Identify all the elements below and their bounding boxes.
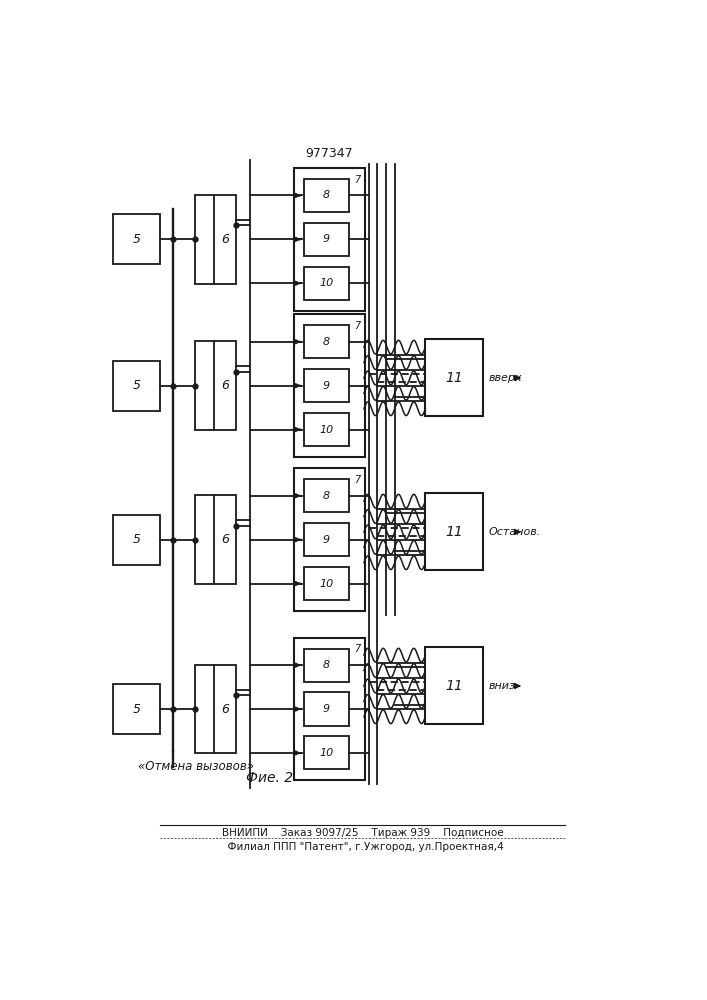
Bar [304, 223, 349, 256]
Bar [304, 567, 349, 600]
Bar [113, 684, 160, 734]
Text: вверх: вверх [489, 373, 522, 383]
Bar [113, 361, 160, 411]
Bar [304, 267, 349, 300]
Text: ВНИИПИ    Заказ 9097/25    Тираж 939    Подписное: ВНИИПИ Заказ 9097/25 Тираж 939 Подписное [221, 828, 503, 838]
Text: 10: 10 [319, 579, 333, 589]
Text: 6: 6 [221, 533, 229, 546]
Text: 8: 8 [322, 660, 329, 670]
Bar [294, 314, 365, 457]
Text: 977347: 977347 [305, 147, 354, 160]
Bar [304, 479, 349, 512]
Bar [426, 647, 483, 724]
Bar [304, 523, 349, 556]
Text: 5: 5 [132, 533, 140, 546]
Text: 7: 7 [354, 644, 360, 654]
Text: 8: 8 [322, 337, 329, 347]
Text: 5: 5 [132, 703, 140, 716]
Text: Филиал ППП "Патент", г.Ужгород, ул.Проектная,4: Филиал ППП "Патент", г.Ужгород, ул.Проек… [221, 842, 503, 852]
Bar [294, 468, 365, 611]
Text: 9: 9 [322, 234, 329, 244]
Text: 8: 8 [322, 491, 329, 501]
Text: 9: 9 [322, 535, 329, 545]
Text: Фие. 2: Фие. 2 [245, 771, 293, 785]
Text: 11: 11 [445, 525, 463, 539]
Bar [426, 339, 483, 416]
Bar [195, 665, 236, 753]
Bar [426, 493, 483, 570]
Text: 10: 10 [319, 278, 333, 288]
Text: 5: 5 [132, 379, 140, 392]
Text: 6: 6 [221, 233, 229, 246]
Text: 10: 10 [319, 425, 333, 435]
Text: 5: 5 [132, 233, 140, 246]
Text: 6: 6 [221, 379, 229, 392]
Bar [113, 214, 160, 264]
Text: 7: 7 [354, 175, 360, 185]
Bar [195, 195, 236, 284]
Text: 11: 11 [445, 371, 463, 385]
Bar [304, 369, 349, 402]
Bar [304, 649, 349, 682]
Bar [294, 638, 365, 780]
Text: 6: 6 [221, 703, 229, 716]
Bar [195, 495, 236, 584]
Text: 7: 7 [354, 321, 360, 331]
Bar [304, 179, 349, 212]
Text: 11: 11 [445, 679, 463, 693]
Text: 9: 9 [322, 704, 329, 714]
Bar [304, 325, 349, 358]
Bar [304, 413, 349, 446]
Text: вниз: вниз [489, 681, 515, 691]
Bar [304, 692, 349, 726]
Bar [195, 341, 236, 430]
Text: «Отмена вызовов»: «Отмена вызовов» [138, 760, 254, 773]
Text: 7: 7 [354, 475, 360, 485]
Bar [113, 515, 160, 565]
Bar [294, 168, 365, 311]
Text: 10: 10 [319, 748, 333, 758]
Text: 8: 8 [322, 190, 329, 200]
Text: Останов.: Останов. [489, 527, 541, 537]
Bar [304, 736, 349, 769]
Text: 9: 9 [322, 381, 329, 391]
